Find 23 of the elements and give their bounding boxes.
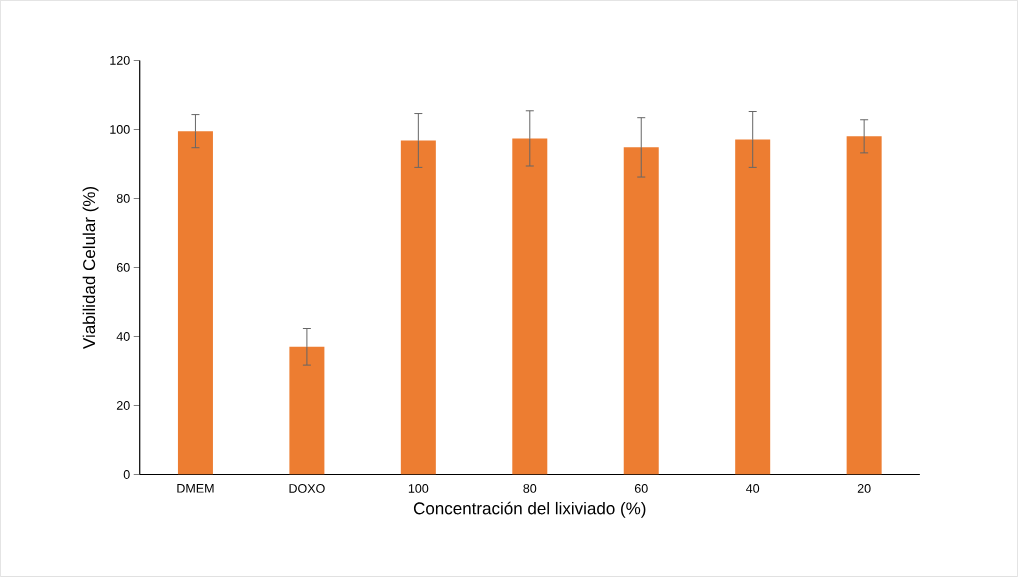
x-tick-label: 40 xyxy=(746,484,760,493)
y-tick-label: 60 xyxy=(116,263,130,272)
y-tick-label: 40 xyxy=(116,332,130,341)
bar xyxy=(289,346,325,475)
bar xyxy=(623,147,659,475)
y-tick-label: 20 xyxy=(116,401,130,410)
x-tick-label: 80 xyxy=(523,484,537,493)
y-axis-title: Viabilidad Celular (%) xyxy=(82,187,99,350)
y-tick-label: 100 xyxy=(110,125,130,134)
bar xyxy=(177,131,213,475)
x-tick-label: 60 xyxy=(634,484,648,493)
y-tick-label: 120 xyxy=(110,56,130,65)
bar xyxy=(735,139,771,475)
x-tick-label: DMEM xyxy=(177,484,214,493)
bar xyxy=(512,138,548,475)
bar xyxy=(846,136,882,475)
y-tick-label: 80 xyxy=(116,194,130,203)
x-axis-title: Concentración del lixiviado (%) xyxy=(413,501,646,518)
x-tick-label: 100 xyxy=(408,484,429,493)
bar xyxy=(400,140,436,475)
y-tick-label: 0 xyxy=(123,470,130,479)
x-tick-label: DOXO xyxy=(289,484,325,493)
x-tick-label: 20 xyxy=(857,484,871,493)
